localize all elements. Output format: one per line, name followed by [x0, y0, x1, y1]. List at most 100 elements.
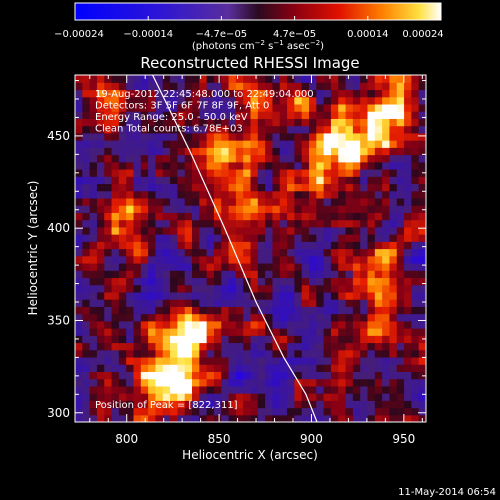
heatmap-cell: [265, 284, 274, 293]
heatmap-cell: [82, 176, 91, 185]
heatmap-cell: [96, 183, 105, 192]
heatmap-cell: [89, 118, 98, 127]
heatmap-cell: [111, 349, 120, 358]
heatmap-cell: [228, 306, 237, 315]
heatmap-cell: [118, 299, 127, 307]
heatmap-cell: [411, 226, 420, 235]
heatmap-cell: [148, 205, 157, 213]
heatmap-cell: [148, 103, 157, 112]
heatmap-cell: [404, 407, 412, 416]
heatmap-cell: [170, 89, 178, 98]
heatmap-cell: [272, 371, 281, 380]
heatmap-cell: [272, 407, 281, 416]
heatmap-cell: [330, 226, 339, 235]
heatmap-cell: [257, 407, 266, 416]
heatmap-cell: [396, 154, 405, 163]
heatmap-cell: [235, 183, 244, 192]
heatmap-cell: [206, 154, 215, 163]
heatmap-cell: [389, 140, 398, 148]
heatmap-cell: [228, 349, 237, 358]
heatmap-cell: [418, 212, 426, 221]
heatmap-cell: [411, 291, 420, 300]
heatmap-cell: [243, 284, 252, 293]
heatmap-cell: [250, 147, 259, 156]
heatmap-cell: [309, 154, 317, 163]
heatmap-cell: [206, 75, 215, 83]
heatmap-cell: [82, 414, 91, 422]
heatmap-cell: [382, 161, 391, 170]
heatmap-cell: [133, 277, 142, 286]
heatmap-cell: [192, 212, 200, 221]
heatmap-cell: [265, 140, 274, 148]
heatmap-cell: [330, 190, 339, 199]
heatmap-cell: [265, 75, 274, 83]
heatmap-cell: [89, 241, 98, 250]
heatmap-cell: [323, 226, 332, 235]
heatmap-cell: [294, 299, 303, 307]
heatmap-cell: [374, 103, 383, 112]
heatmap-cell: [367, 82, 376, 91]
heatmap-cell: [323, 378, 332, 387]
heatmap-cell: [235, 349, 244, 358]
heatmap-cell: [257, 262, 266, 271]
heatmap-cell: [404, 75, 412, 83]
heatmap-cell: [352, 378, 361, 387]
heatmap-cell: [301, 407, 310, 416]
heatmap-cell: [360, 262, 369, 271]
heatmap-cell: [323, 299, 332, 307]
heatmap-cell: [294, 96, 303, 105]
heatmap-cell: [118, 111, 127, 119]
heatmap-cell: [228, 234, 237, 242]
heatmap-cell: [148, 378, 157, 387]
heatmap-cell: [228, 378, 237, 387]
heatmap-cell: [345, 96, 354, 105]
heatmap-cell: [140, 407, 149, 416]
heatmap-cell: [272, 255, 281, 264]
heatmap-cell: [235, 335, 244, 344]
heatmap-cell: [257, 147, 266, 156]
heatmap-cell: [257, 342, 266, 351]
heatmap-cell: [396, 190, 405, 199]
heatmap-cell: [374, 147, 383, 156]
heatmap-cell: [330, 262, 339, 271]
heatmap-cell: [111, 335, 120, 344]
heatmap-cell: [330, 277, 339, 286]
heatmap-cell: [140, 197, 149, 206]
heatmap-cell: [206, 371, 215, 380]
heatmap-cell: [301, 299, 310, 307]
heatmap-cell: [126, 262, 135, 271]
heatmap-cell: [104, 234, 113, 242]
heatmap-cell: [316, 320, 325, 329]
heatmap-cell: [257, 284, 266, 293]
heatmap-cell: [184, 103, 193, 112]
heatmap-cell: [330, 306, 339, 315]
heatmap-cell: [330, 118, 339, 127]
heatmap-cell: [235, 342, 244, 351]
heatmap-cell: [235, 154, 244, 163]
heatmap-cell: [162, 349, 171, 358]
heatmap-cell: [257, 400, 266, 409]
heatmap-cell: [155, 75, 164, 83]
heatmap-cell: [111, 320, 120, 329]
heatmap-cell: [301, 96, 310, 105]
heatmap-cell: [140, 262, 149, 271]
heatmap-cell: [301, 154, 310, 163]
heatmap-cell: [235, 205, 244, 213]
heatmap-cell: [374, 111, 383, 119]
heatmap-cell: [360, 241, 369, 250]
heatmap-cell: [316, 284, 325, 293]
heatmap-cell: [199, 140, 208, 148]
heatmap-cell: [257, 291, 266, 300]
heatmap-cell: [360, 103, 369, 112]
heatmap-cell: [338, 385, 347, 394]
heatmap-cell: [338, 378, 347, 387]
heatmap-cell: [199, 255, 208, 264]
heatmap-cell: [221, 125, 230, 134]
heatmap-cell: [192, 400, 200, 409]
heatmap-cell: [206, 320, 215, 329]
heatmap-cell: [418, 364, 426, 372]
heatmap-cell: [411, 364, 420, 372]
heatmap-cell: [411, 277, 420, 286]
heatmap-cell: [338, 299, 347, 307]
heatmap-cell: [75, 234, 83, 242]
